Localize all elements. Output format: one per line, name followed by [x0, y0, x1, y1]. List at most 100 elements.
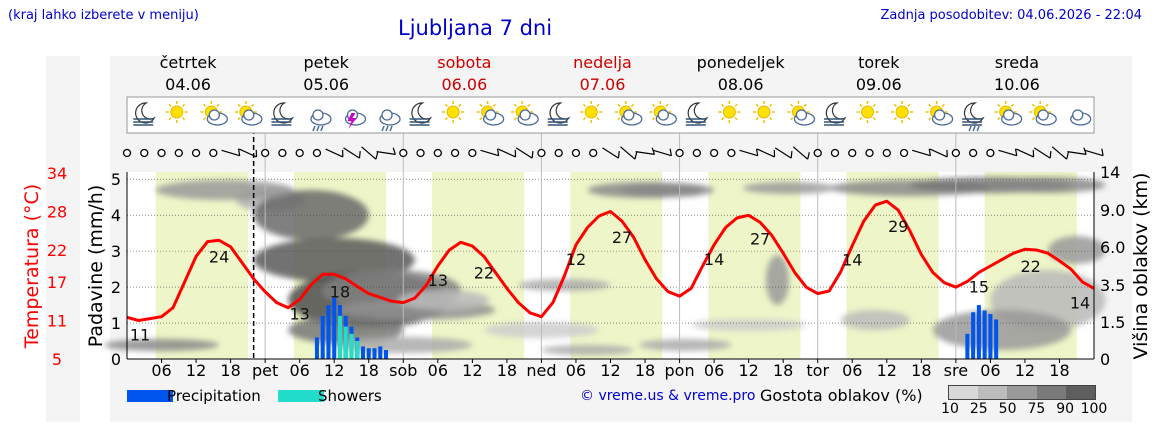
rain-drop — [316, 125, 320, 132]
weather-icon — [271, 102, 294, 126]
wind-barb-icon — [774, 147, 793, 159]
wind-calm-icon — [589, 148, 598, 158]
wind-calm-icon — [813, 148, 822, 158]
x-tick-label: ned — [526, 361, 556, 380]
cloud-icon — [623, 109, 635, 121]
shower-bar — [343, 326, 348, 359]
sun-ray — [859, 103, 863, 107]
weather-icon — [787, 101, 816, 126]
weather-icon — [511, 101, 539, 126]
y-right-tick-label: 0 — [1100, 350, 1110, 369]
sun-ray — [769, 117, 773, 121]
wind-barb-icon — [739, 148, 759, 157]
day-name: petek — [304, 53, 350, 72]
cloud-legend-step — [1007, 386, 1037, 399]
x-tick-label: 12 — [186, 361, 206, 380]
wind-shaft — [221, 149, 240, 157]
sun-ray — [790, 103, 794, 107]
wind-shaft — [1051, 146, 1068, 160]
x-tick-label: 12 — [324, 361, 344, 380]
cloud-icon — [312, 109, 324, 121]
wind-barb — [255, 149, 258, 157]
icon-row-frame — [126, 96, 1095, 134]
wind-barb — [1066, 152, 1069, 160]
wind-barb-icon — [653, 148, 672, 157]
copyright: © vreme.us & vreme.pro — [580, 388, 756, 404]
cloud-blob — [397, 290, 490, 310]
daylight-band — [155, 172, 248, 359]
sun-ray — [513, 117, 518, 121]
axes: 06 12 18 pet 06 12 18 sob 06 12 18 ned 06 12 18 pon 06 12… — [47, 163, 1126, 380]
day-name: torek — [858, 53, 900, 72]
last-updated: Zadnja posodobitev: 04.06.2026 - 22:04 — [880, 8, 1142, 23]
shower-bar — [349, 333, 354, 359]
temperature-label: 11 — [130, 326, 150, 345]
sun-ray — [907, 117, 911, 121]
weather-icons-row — [126, 96, 1095, 134]
sun-ray — [582, 103, 587, 107]
weather-icon — [234, 101, 263, 126]
cloud-blob — [1047, 236, 1106, 264]
wind-shaft — [929, 148, 948, 158]
y-temp-tick-label: 11 — [47, 312, 67, 331]
weather-icon — [165, 101, 188, 123]
x-tick-label: 06 — [428, 361, 448, 380]
cloud-icon — [519, 109, 531, 121]
day-name: četrtek — [160, 53, 218, 72]
wind-barb — [755, 148, 759, 156]
cloud-blob — [691, 319, 807, 331]
sun-icon — [722, 105, 736, 119]
sun-ray — [251, 103, 255, 107]
x-tick-label: tor — [806, 361, 829, 380]
wind-calm-icon — [295, 148, 304, 158]
wind-calm-icon — [312, 148, 322, 158]
x-tick-label: 18 — [773, 361, 793, 380]
day-date: 04.06 — [165, 75, 211, 94]
wind-shaft — [620, 146, 636, 160]
sun-ray — [617, 103, 621, 107]
weather-icon — [994, 101, 1023, 126]
wind-shaft — [1067, 151, 1087, 155]
rain-drop — [381, 125, 385, 132]
precip-bar — [384, 350, 389, 359]
cloud-icon — [1037, 109, 1049, 121]
wind-shaft — [361, 146, 377, 160]
wind-calm-icon — [140, 148, 149, 158]
day-headers: četrtek 04.06 petek 05.06 sobota 06.06 nedelja… — [160, 53, 1040, 94]
sun-ray — [651, 103, 656, 107]
y-temp-tick-label: 22 — [47, 241, 67, 260]
day-name: sobota — [437, 53, 491, 72]
wind-barb-icon — [515, 147, 534, 159]
sun-ray — [790, 117, 794, 121]
weather-icon — [476, 101, 505, 126]
temperature-label: 12 — [566, 250, 586, 269]
temperature-label: 13 — [428, 271, 448, 290]
cloud-level: 10 — [941, 401, 959, 417]
x-tick-label: 06 — [980, 361, 1000, 380]
legend-showers-label: Showers — [318, 387, 382, 405]
x-tick-label: 18 — [497, 361, 517, 380]
wind-calm-icon — [174, 148, 183, 158]
x-tick-label: 18 — [1049, 361, 1069, 380]
cloud-blob — [765, 255, 789, 305]
wind-calm-icon — [848, 148, 857, 158]
wind-barb-icon — [1084, 148, 1104, 157]
sun-ray — [492, 103, 496, 107]
weather-icon — [547, 102, 571, 126]
sun-ray — [721, 117, 725, 121]
wind-barb-icon — [343, 147, 361, 159]
legend-showers-swatch — [278, 390, 324, 402]
sun-ray — [203, 103, 207, 107]
weather-icon — [718, 101, 741, 123]
temperature-label: 14 — [1070, 293, 1090, 312]
wind-barb-icon — [480, 148, 500, 157]
wind-barb — [375, 152, 379, 160]
cloud-legend-title: Gostota oblakov (%) — [760, 386, 923, 405]
weather-icon — [310, 109, 332, 132]
precip-bar — [965, 333, 970, 359]
temperature-label: 27 — [612, 228, 632, 247]
cloud-icon — [243, 109, 255, 121]
sun-icon — [895, 105, 909, 119]
wind-shaft — [343, 147, 360, 159]
rain-drop — [972, 125, 976, 132]
